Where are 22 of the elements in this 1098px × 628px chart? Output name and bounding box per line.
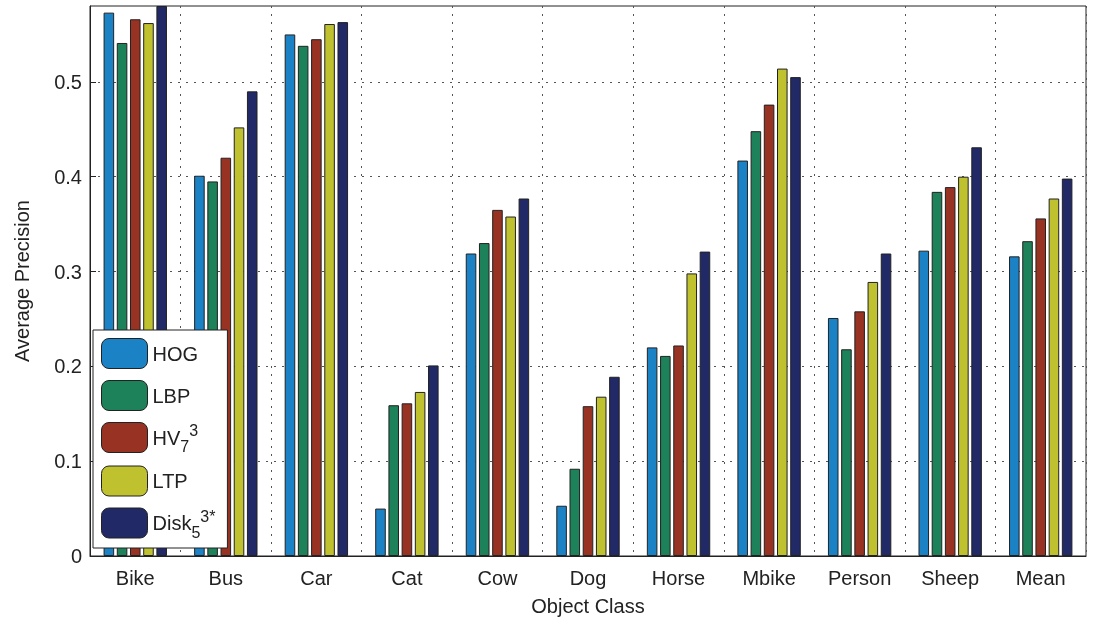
x-tick-label: Bike: [115, 567, 155, 589]
y-axis-title: Average Precision: [11, 200, 33, 362]
x-tick-label: Bus: [208, 567, 244, 589]
x-tick-label: Cow: [477, 567, 519, 589]
x-tick-label: Cat: [391, 567, 423, 589]
x-tick-label: Car: [300, 567, 333, 589]
y-tick-label: 0.2: [54, 355, 82, 378]
x-axis-title: Object Class: [531, 595, 645, 617]
x-tick-label: Person: [827, 567, 892, 589]
y-tick-label: 0: [70, 545, 82, 567]
legend-label: HOG: [152, 342, 199, 365]
y-tick-label: 0.1: [54, 450, 82, 473]
y-tick-label: 0.4: [54, 165, 82, 188]
x-tick-label: Dog: [569, 567, 607, 589]
x-tick-label: Sheep: [921, 567, 980, 589]
x-tick-label: Horse: [651, 567, 706, 589]
y-tick-label: 0.3: [54, 260, 82, 283]
legend-label: LTP: [152, 470, 188, 492]
legend-label: LBP: [152, 384, 191, 407]
x-tick-label: Mbike: [742, 567, 796, 589]
y-tick-label: 0.5: [54, 70, 82, 93]
x-tick-label: Mean: [1015, 567, 1066, 589]
